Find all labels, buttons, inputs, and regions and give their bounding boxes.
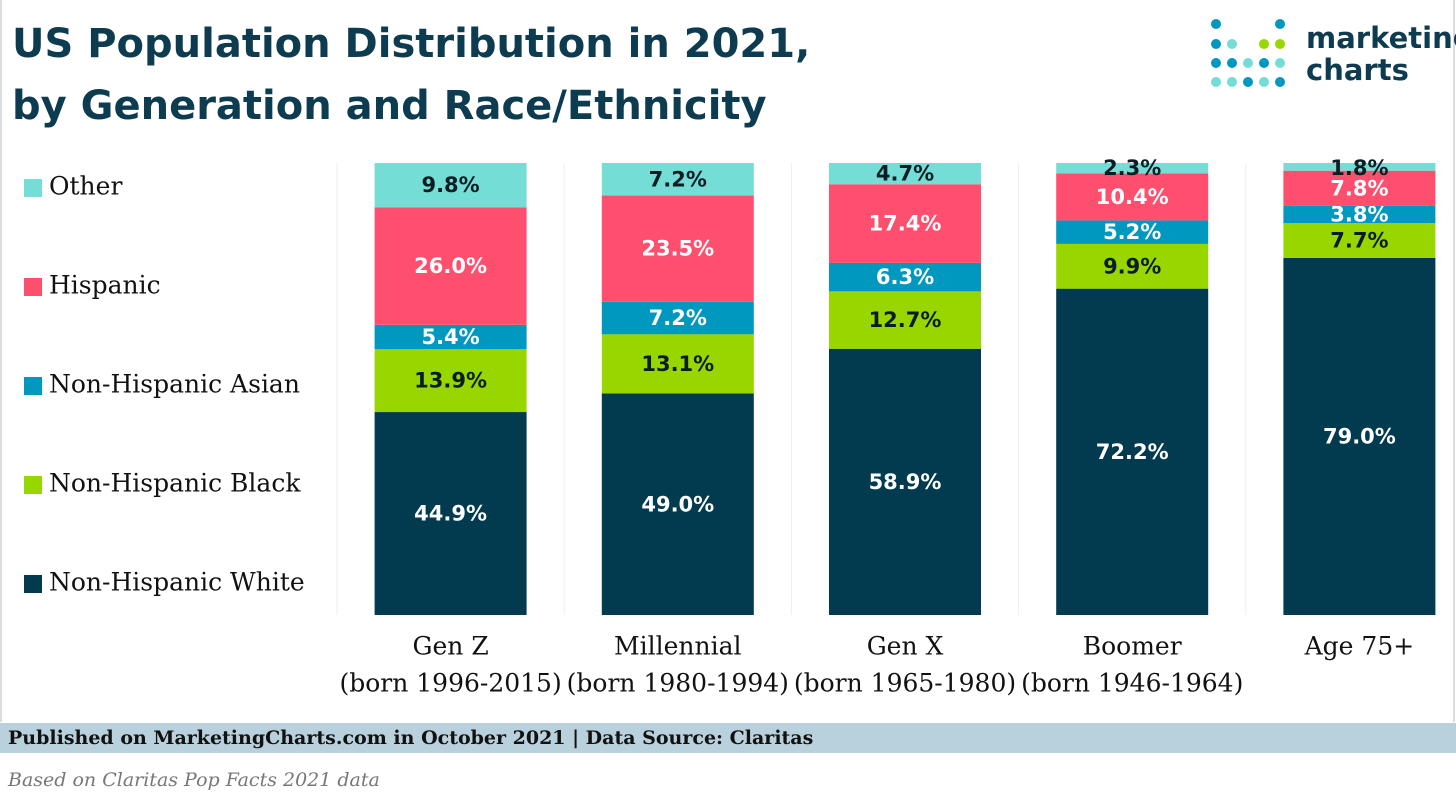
bar-segment	[374, 349, 527, 413]
legend-swatch	[24, 476, 42, 494]
legend-swatch	[24, 179, 42, 197]
bar-segment	[374, 324, 527, 350]
bar-segment	[601, 301, 754, 335]
data-label: 7.7%	[1330, 229, 1388, 253]
x-tick-label: Gen X	[867, 632, 944, 661]
data-label: 5.4%	[421, 325, 479, 349]
bar-segment	[829, 262, 981, 292]
data-label: 7.2%	[649, 167, 707, 191]
data-label: 9.8%	[421, 173, 479, 197]
x-tick-label: (born 1965-1980)	[794, 669, 1016, 698]
data-label: 4.7%	[876, 162, 934, 186]
bar-segment	[829, 163, 981, 185]
x-tick-label: Gen Z	[413, 632, 489, 661]
data-label: 3.8%	[1330, 203, 1388, 227]
data-label: 9.9%	[1103, 254, 1161, 278]
source: Published on MarketingCharts.com in Octo…	[8, 727, 813, 749]
data-label: 2.3%	[1103, 156, 1161, 180]
bar-segment	[1056, 173, 1209, 221]
data-label: 6.3%	[876, 265, 934, 289]
logo-text: charts	[1306, 53, 1409, 87]
data-label: 72.2%	[1096, 440, 1169, 464]
bar-segment	[1056, 163, 1209, 174]
data-label: 49.0%	[641, 492, 714, 516]
legend-label: Non-Hispanic Asian	[49, 370, 300, 399]
data-label: 7.2%	[649, 306, 707, 330]
legend-label: Non-Hispanic Black	[49, 469, 301, 498]
bar-segment	[1056, 220, 1209, 244]
x-tick-label: (born 1946-1964)	[1021, 669, 1243, 698]
bar-segment	[601, 163, 754, 196]
chart-title: by Generation and Race/Ethnicity	[12, 83, 767, 129]
x-tick-label: (born 1996-2015)	[339, 669, 561, 698]
x-tick-label: (born 1980-1994)	[567, 669, 789, 698]
logo-text: marketing	[1306, 21, 1456, 55]
legend-swatch	[24, 377, 42, 395]
logo-dots	[1211, 19, 1285, 87]
bar-segment	[829, 291, 981, 349]
data-label: 12.7%	[869, 308, 942, 332]
legend-label: Hispanic	[49, 271, 161, 300]
data-label: 1.8%	[1330, 156, 1388, 180]
bar-segment	[374, 163, 527, 208]
bar-segment	[1283, 163, 1436, 171]
x-tick-label: Age 75+	[1304, 632, 1415, 661]
data-label: 44.9%	[414, 502, 487, 526]
bar-segment	[1056, 288, 1209, 615]
data-label: 13.9%	[414, 369, 487, 393]
data-label: 79.0%	[1323, 424, 1396, 448]
bar-segment	[829, 348, 981, 615]
data-label: 26.0%	[414, 254, 487, 278]
data-label: 10.4%	[1096, 185, 1169, 209]
bar-segment	[374, 412, 527, 615]
x-tick-label: Millennial	[614, 632, 741, 661]
note: Based on Claritas Pop Facts 2021 data	[7, 769, 380, 791]
chart-title: US Population Distribution in 2021,	[12, 21, 810, 67]
bar-segment	[601, 334, 754, 394]
legend-label: Other	[49, 172, 122, 201]
bar-segment	[1283, 205, 1436, 224]
data-label: 17.4%	[869, 212, 942, 236]
legend-label: Non-Hispanic White	[49, 568, 305, 597]
bar-segment	[1283, 257, 1436, 615]
bar-segment	[601, 195, 754, 302]
bar-segment	[829, 184, 981, 263]
legend-swatch	[24, 575, 42, 593]
data-label: 7.8%	[1330, 176, 1388, 200]
bar-segment	[1283, 170, 1436, 206]
bar-segment	[374, 207, 527, 325]
data-label: 5.2%	[1103, 220, 1161, 244]
footer-band	[0, 723, 1456, 753]
data-label: 58.9%	[869, 470, 942, 494]
bar-segment	[1283, 223, 1436, 258]
x-tick-label: Boomer	[1083, 632, 1182, 661]
data-label: 13.1%	[641, 352, 714, 376]
data-label: 23.5%	[641, 237, 714, 261]
bar-segment	[1056, 243, 1209, 289]
bar-segment	[601, 393, 754, 615]
legend-swatch	[24, 278, 42, 296]
